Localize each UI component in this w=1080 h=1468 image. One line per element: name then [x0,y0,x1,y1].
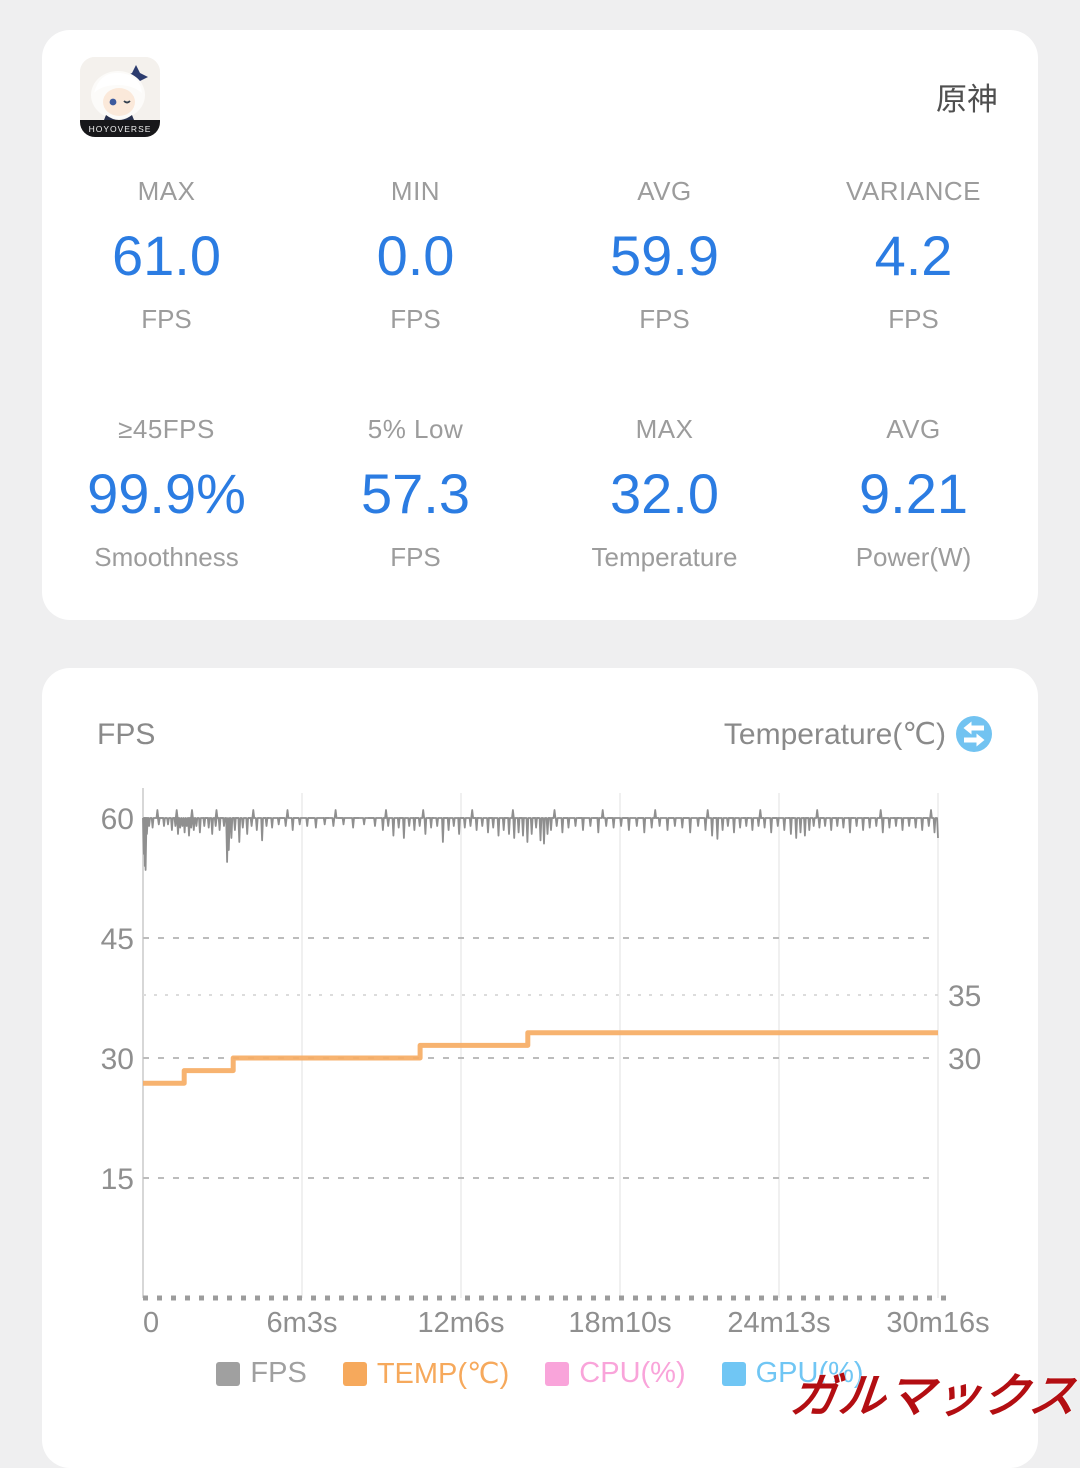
stat-value: 0.0 [291,223,540,288]
svg-text:30m16s: 30m16s [886,1307,989,1339]
stats-row-2: ≥45FPS 99.9% Smoothness 5% Low 57.3 FPS … [42,414,1038,573]
stat-5pct-low: 5% Low 57.3 FPS [291,414,540,573]
svg-text:30: 30 [101,1043,134,1076]
stat-min-fps: MIN 0.0 FPS [291,176,540,335]
svg-text:30: 30 [948,1043,981,1076]
svg-text:6m3s: 6m3s [267,1307,338,1339]
stats-row-1: MAX 61.0 FPS MIN 0.0 FPS AVG 59.9 FPS VA… [42,176,1038,335]
svg-text:18m10s: 18m10s [568,1307,671,1339]
legend-item-cpu[interactable]: CPU(%) [545,1356,685,1391]
stat-label: ≥45FPS [42,414,291,445]
stat-unit: FPS [42,304,291,335]
legend-label: CPU(%) [579,1357,685,1390]
stat-value: 59.9 [540,223,789,288]
stat-value: 61.0 [42,223,291,288]
hoyoverse-banner-text: HOYOVERSE [89,124,152,134]
swap-arrows-icon [956,716,992,752]
genshin-app-icon[interactable]: HOYOVERSE [80,57,160,137]
svg-text:35: 35 [948,980,981,1013]
stat-unit: Power(W) [789,542,1038,573]
svg-text:15: 15 [101,1163,134,1196]
stat-value: 57.3 [291,461,540,526]
stat-unit: FPS [540,304,789,335]
stat-label: MIN [291,176,540,207]
stat-unit: FPS [291,542,540,573]
legend-item-fps[interactable]: FPS [216,1356,306,1391]
performance-line-chart[interactable]: 60 45 30 15 35 30 0 6m3s 12m6s 18m10s 24m13s 30m16s [42,778,1038,1378]
temp-legend-swatch [343,1362,367,1386]
stat-avg-fps: AVG 59.9 FPS [540,176,789,335]
cpu-legend-swatch [545,1362,569,1386]
svg-text:24m13s: 24m13s [727,1307,830,1339]
svg-text:12m6s: 12m6s [417,1307,504,1339]
legend-label: TEMP(℃) [377,1356,509,1391]
chart-card: FPS Temperature(℃) 60 45 30 15 35 30 0 6m3s 12m6… [42,668,1038,1468]
stat-unit: Temperature [540,542,789,573]
stat-variance-fps: VARIANCE 4.2 FPS [789,176,1038,335]
stat-max-temperature: MAX 32.0 Temperature [540,414,789,573]
chart-header: FPS Temperature(℃) [97,716,992,756]
stat-smoothness: ≥45FPS 99.9% Smoothness [42,414,291,573]
swap-axis-button[interactable] [956,716,992,752]
svg-text:60: 60 [101,803,134,836]
stat-unit: Smoothness [42,542,291,573]
stat-value: 9.21 [789,461,1038,526]
stat-label: 5% Low [291,414,540,445]
stat-label: MAX [42,176,291,207]
stat-unit: FPS [789,304,1038,335]
app-title: 原神 [936,74,998,119]
left-axis-title: FPS [97,718,155,752]
stat-label: MAX [540,414,789,445]
stat-label: VARIANCE [789,176,1038,207]
right-axis-title-group: Temperature(℃) [724,716,992,752]
stat-value: 99.9% [42,461,291,526]
legend-label: FPS [250,1357,306,1390]
right-axis-title: Temperature(℃) [724,717,946,752]
svg-text:0: 0 [143,1307,159,1339]
stat-unit: FPS [291,304,540,335]
fps-legend-swatch [216,1362,240,1386]
stats-card: HOYOVERSE 原神 MAX 61.0 FPS MIN 0.0 FPS AV… [42,30,1038,620]
stat-avg-power: AVG 9.21 Power(W) [789,414,1038,573]
stat-value: 32.0 [540,461,789,526]
svg-text:45: 45 [101,923,134,956]
stat-label: AVG [540,176,789,207]
gpu-legend-swatch [722,1362,746,1386]
stat-label: AVG [789,414,1038,445]
paimon-icon-art: HOYOVERSE [80,57,160,137]
legend-item-temp[interactable]: TEMP(℃) [343,1356,509,1391]
garumax-watermark: ガルマックス [788,1357,1080,1426]
stat-max-fps: MAX 61.0 FPS [42,176,291,335]
stat-value: 4.2 [789,223,1038,288]
